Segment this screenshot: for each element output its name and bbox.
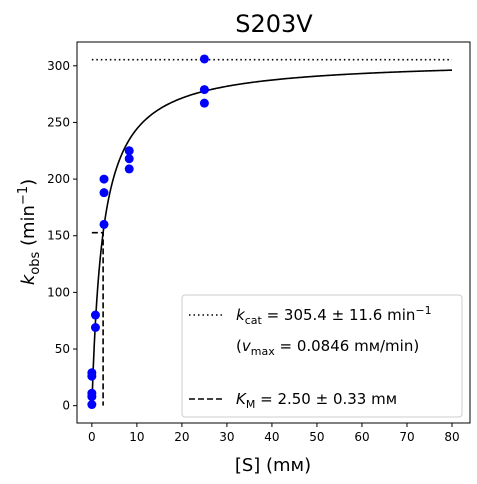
data-point [87,388,97,398]
chart-title: S203V [235,10,313,38]
data-point [124,164,134,174]
x-tick-label: 30 [219,430,234,444]
x-tick-label: 40 [264,430,279,444]
data-point [90,322,100,332]
y-tick-label: 300 [47,59,70,73]
legend-box [181,294,463,418]
fit-curve [91,69,453,406]
data-point [124,154,134,164]
y-tick-label: 200 [47,172,70,186]
y-tick-label: 150 [47,229,70,243]
legend-kcat-label: kcat = 305.4 ± 11.6 min−1 [236,304,432,327]
x-axis: 0 10 20 30 40 50 60 70 80 [88,423,460,444]
legend: kcat = 305.4 ± 11.6 min−1 (vmax = 0.0846… [181,294,463,418]
data-point [87,400,97,410]
x-tick-label: 60 [354,430,369,444]
y-axis: 0 50 100 150 200 250 300 [47,59,77,413]
data-point [90,310,100,320]
y-axis-label: kobs (min−1) [16,179,43,285]
data-point [124,146,134,156]
legend-vmax-label: (vmax = 0.0846 mм/min) [236,337,419,358]
x-tick-label: 10 [129,430,144,444]
plot-frame [76,41,471,424]
x-tick-label: 0 [88,430,96,444]
data-point [87,368,97,378]
data-point [199,85,209,95]
x-tick-label: 50 [309,430,324,444]
legend-km-label: KM = 2.50 ± 0.33 mм [236,390,397,411]
data-point [99,188,109,198]
y-tick-label: 250 [47,115,70,129]
x-tick-label: 80 [444,430,459,444]
plot-area [87,54,453,410]
data-point [199,98,209,108]
y-tick-label: 100 [47,285,70,299]
x-axis-label: [S] (mм) [235,455,311,476]
x-tick-label: 70 [399,430,414,444]
y-tick-label: 50 [55,342,70,356]
data-point [199,54,209,64]
x-tick-label: 20 [174,430,189,444]
data-point [99,219,109,229]
y-tick-label: 0 [62,399,70,413]
data-point [99,174,109,184]
